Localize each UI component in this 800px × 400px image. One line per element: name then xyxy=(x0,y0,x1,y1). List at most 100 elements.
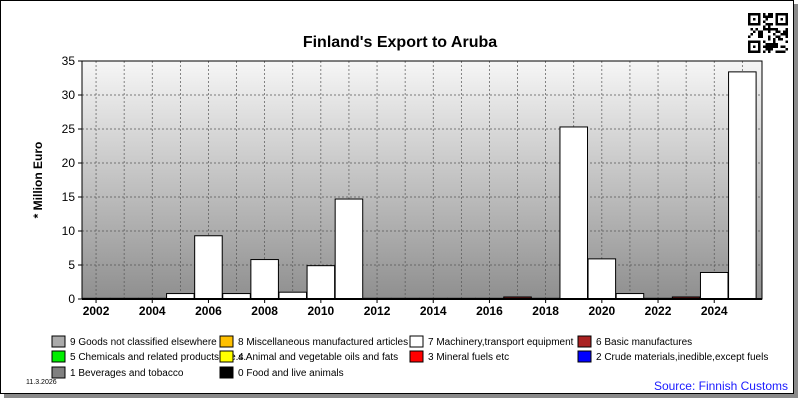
qr-finder-dot xyxy=(780,18,783,21)
x-tick-label: 2008 xyxy=(251,304,278,318)
qr-module xyxy=(760,30,763,33)
qr-module xyxy=(770,23,773,26)
legend-label: 9 Goods not classified elsewhere xyxy=(70,337,217,348)
qr-module xyxy=(768,35,771,38)
qr-module xyxy=(775,35,778,38)
qr-module xyxy=(780,50,783,53)
qr-module xyxy=(768,45,771,48)
qr-module xyxy=(783,30,786,33)
bars xyxy=(81,71,757,300)
qr-module xyxy=(773,38,776,41)
x-tick-label: 2006 xyxy=(195,304,222,318)
y-tick-label: 0 xyxy=(68,292,75,306)
date-stamp: 11.3.2026 xyxy=(26,379,57,386)
qr-module xyxy=(763,15,766,18)
qr-finder-dot xyxy=(753,45,756,48)
qr-module xyxy=(778,30,781,33)
qr-module xyxy=(750,33,753,36)
bar-2019-series-0 xyxy=(559,126,589,300)
legend-label: 6 Basic manufactures xyxy=(596,337,692,348)
y-tick-label: 25 xyxy=(62,122,76,136)
legend-swatch xyxy=(51,335,66,348)
qr-module xyxy=(778,38,781,41)
qr-module xyxy=(785,28,788,31)
qr-module xyxy=(785,40,788,43)
qr-module xyxy=(763,25,766,28)
legend-label: 8 Miscellaneous manufactured articles xyxy=(238,337,408,348)
y-tick-label: 35 xyxy=(62,54,76,68)
qr-module xyxy=(773,45,776,48)
x-tick-label: 2002 xyxy=(83,304,110,318)
legend-swatch xyxy=(577,335,592,348)
qr-module xyxy=(773,40,776,43)
qr-module xyxy=(775,30,778,33)
x-tick-label: 2012 xyxy=(364,304,391,318)
qr-module xyxy=(768,13,771,16)
legend-swatch xyxy=(409,335,424,348)
qr-module xyxy=(763,50,766,53)
qr-module xyxy=(783,45,786,48)
qr-module xyxy=(785,48,788,51)
qr-module xyxy=(785,30,788,33)
qr-module xyxy=(765,15,768,18)
legend-swatch xyxy=(219,335,234,348)
legend-swatch xyxy=(409,350,424,363)
qr-module xyxy=(775,50,778,53)
legend-label: 0 Food and live animals xyxy=(238,368,344,379)
qr-module xyxy=(783,50,786,53)
qr-module xyxy=(773,28,776,31)
x-tick-labels: 2002 2004 2006 2008 2010 2012 2014 2016 2018 2020… xyxy=(83,299,728,318)
qr-module xyxy=(765,18,768,21)
legend-label: 2 Crude materials,inedible,except fuels xyxy=(596,352,768,363)
qr-module xyxy=(770,15,773,18)
qr-module xyxy=(758,30,761,33)
qr-module xyxy=(758,35,761,38)
qr-module xyxy=(785,33,788,36)
bar-2009-series-0 xyxy=(278,291,308,300)
chart-title: Finland's Export to Aruba xyxy=(303,34,497,51)
qr-module xyxy=(768,15,771,18)
y-tick-labels: 0 5 10 15 20 25 30 35 xyxy=(62,54,82,306)
qr-module xyxy=(768,43,771,46)
qr-module xyxy=(783,33,786,36)
qr-module xyxy=(768,28,771,31)
qr-module xyxy=(775,43,778,46)
qr-module xyxy=(770,28,773,31)
qr-module xyxy=(785,35,788,38)
qr-module xyxy=(765,28,768,31)
bar-2008-series-0 xyxy=(250,259,279,300)
bar-2010-series-0 xyxy=(306,265,336,300)
qr-module xyxy=(765,23,768,26)
qr-module xyxy=(768,38,771,41)
bar-2011-series-0 xyxy=(334,198,364,300)
qr-module xyxy=(765,48,768,51)
qr-module xyxy=(770,43,773,46)
qr-module xyxy=(763,13,766,16)
qr-module xyxy=(760,33,763,36)
bar-2006-series-0 xyxy=(194,235,223,300)
source-note: Source: Finnish Customs xyxy=(654,379,788,393)
qr-module xyxy=(758,33,761,36)
legend-label: 7 Machinery,transport equipment xyxy=(428,337,574,348)
qr-module xyxy=(775,28,778,31)
qr-module xyxy=(778,35,781,38)
qr-module xyxy=(768,48,771,51)
legend-label: 4 Animal and vegetable oils and fats xyxy=(238,352,398,363)
qr-module xyxy=(773,33,776,36)
y-tick-label: 15 xyxy=(62,190,76,204)
qr-module xyxy=(763,45,766,48)
qr-module xyxy=(753,30,756,33)
qr-module xyxy=(770,48,773,51)
x-tick-label: 2004 xyxy=(139,304,166,318)
legend-swatch xyxy=(51,366,66,379)
legend-swatch xyxy=(51,350,66,363)
y-tick-label: 10 xyxy=(62,224,76,238)
y-axis-label: * Million Euro xyxy=(31,142,45,219)
qr-module xyxy=(748,35,751,38)
qr-module xyxy=(765,45,768,48)
legend: 9 Goods not classified elsewhere 8 Miscel… xyxy=(51,335,768,379)
qr-module xyxy=(768,30,771,33)
qr-module xyxy=(763,40,766,43)
y-tick-label: 20 xyxy=(62,156,76,170)
